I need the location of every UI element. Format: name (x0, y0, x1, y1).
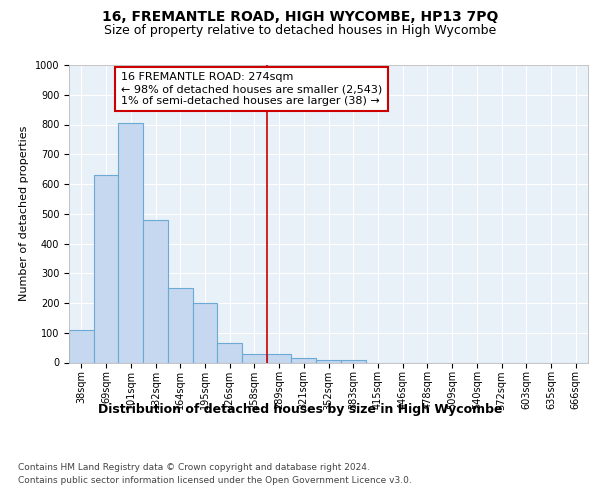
Bar (316, 360, 341, 362)
Text: 16, FREMANTLE ROAD, HIGH WYCOMBE, HP13 7PQ: 16, FREMANTLE ROAD, HIGH WYCOMBE, HP13 7… (102, 10, 498, 24)
Text: Contains public sector information licensed under the Open Government Licence v3: Contains public sector information licen… (18, 476, 412, 485)
Bar (69, 330, 94, 362)
Text: Size of property relative to detached houses in High Wycombe: Size of property relative to detached ho… (104, 24, 496, 37)
Bar (118, 123, 143, 362)
Bar (193, 303, 217, 362)
Bar (168, 288, 193, 362)
Bar (94, 175, 118, 362)
Bar (267, 354, 292, 362)
Bar (292, 358, 316, 362)
Bar (341, 360, 365, 362)
Text: Distribution of detached houses by size in High Wycombe: Distribution of detached houses by size … (98, 402, 502, 415)
Text: Contains HM Land Registry data © Crown copyright and database right 2024.: Contains HM Land Registry data © Crown c… (18, 462, 370, 471)
Y-axis label: Number of detached properties: Number of detached properties (19, 126, 29, 302)
Bar (242, 354, 267, 362)
Bar (143, 220, 168, 362)
Text: 16 FREMANTLE ROAD: 274sqm
← 98% of detached houses are smaller (2,543)
1% of sem: 16 FREMANTLE ROAD: 274sqm ← 98% of detac… (121, 72, 382, 106)
Bar (217, 343, 242, 362)
